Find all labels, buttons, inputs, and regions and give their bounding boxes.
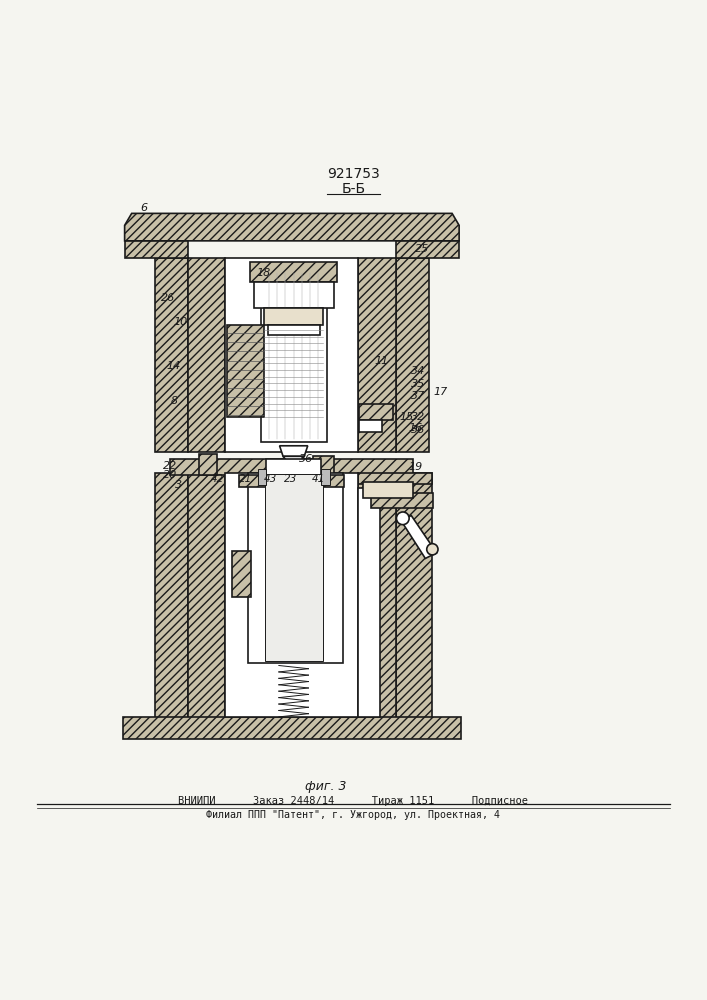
- Bar: [371, 493, 433, 508]
- Text: 25: 25: [416, 244, 430, 254]
- Polygon shape: [188, 473, 226, 727]
- Bar: [264, 308, 323, 325]
- Bar: [358, 473, 433, 484]
- Text: 23: 23: [284, 474, 297, 484]
- Polygon shape: [396, 241, 459, 258]
- Polygon shape: [396, 473, 433, 727]
- Bar: [250, 262, 337, 282]
- Text: 42: 42: [211, 474, 224, 484]
- Bar: [248, 473, 343, 663]
- Text: 37: 37: [411, 391, 426, 401]
- Polygon shape: [279, 446, 308, 456]
- Polygon shape: [358, 258, 396, 452]
- Polygon shape: [155, 258, 188, 452]
- Text: 34: 34: [411, 366, 426, 376]
- Circle shape: [427, 544, 438, 555]
- Text: 26: 26: [161, 293, 175, 303]
- Text: Б-Б: Б-Б: [341, 182, 366, 196]
- Text: ВНИИПИ      Заказ 2448/14      Тираж 1151      Подписное: ВНИИПИ Заказ 2448/14 Тираж 1151 Подписно…: [178, 796, 529, 806]
- Text: 14: 14: [167, 361, 181, 371]
- Polygon shape: [155, 473, 188, 727]
- Polygon shape: [124, 241, 188, 258]
- Text: 21: 21: [239, 474, 252, 484]
- Text: 41: 41: [312, 474, 325, 484]
- Polygon shape: [124, 213, 459, 241]
- Bar: [258, 469, 266, 485]
- Circle shape: [397, 512, 409, 525]
- Text: 8: 8: [170, 396, 177, 406]
- Bar: [266, 459, 321, 487]
- Text: Филиал ППП "Патент", г. Ужгород, ул. Проектная, 4: Филиал ППП "Патент", г. Ужгород, ул. Про…: [206, 810, 501, 820]
- Polygon shape: [123, 717, 460, 739]
- Text: 22: 22: [163, 461, 177, 471]
- Bar: [226, 258, 358, 452]
- Text: 43: 43: [264, 474, 277, 484]
- Bar: [254, 282, 334, 308]
- Bar: [359, 420, 382, 432]
- Bar: [264, 474, 322, 661]
- Text: 18: 18: [256, 268, 271, 278]
- Polygon shape: [227, 325, 264, 417]
- Text: 32: 32: [411, 412, 426, 422]
- Bar: [313, 456, 334, 475]
- Text: 17: 17: [433, 387, 448, 397]
- Text: 11: 11: [375, 356, 389, 366]
- Text: 16: 16: [409, 423, 423, 433]
- Polygon shape: [358, 473, 396, 727]
- Bar: [359, 404, 393, 420]
- Bar: [199, 454, 217, 475]
- Text: 36: 36: [298, 454, 312, 464]
- Polygon shape: [188, 258, 226, 452]
- Polygon shape: [283, 456, 304, 463]
- Text: 19: 19: [409, 462, 423, 472]
- Text: 35: 35: [411, 379, 426, 389]
- Text: 10: 10: [174, 317, 188, 327]
- Bar: [358, 488, 380, 717]
- Bar: [226, 473, 358, 717]
- Bar: [363, 482, 414, 498]
- Bar: [261, 267, 327, 442]
- Text: 15: 15: [399, 412, 414, 422]
- Bar: [233, 551, 252, 597]
- Text: 3: 3: [175, 480, 182, 490]
- Text: 921753: 921753: [327, 167, 380, 181]
- Text: фиг. 3: фиг. 3: [305, 780, 346, 793]
- Bar: [240, 475, 344, 487]
- Text: 36: 36: [411, 425, 426, 435]
- Text: 20: 20: [163, 470, 177, 480]
- Polygon shape: [402, 515, 437, 558]
- Bar: [267, 325, 320, 335]
- Polygon shape: [170, 459, 414, 475]
- Bar: [321, 469, 329, 485]
- Polygon shape: [396, 258, 429, 452]
- Text: 6: 6: [141, 203, 148, 213]
